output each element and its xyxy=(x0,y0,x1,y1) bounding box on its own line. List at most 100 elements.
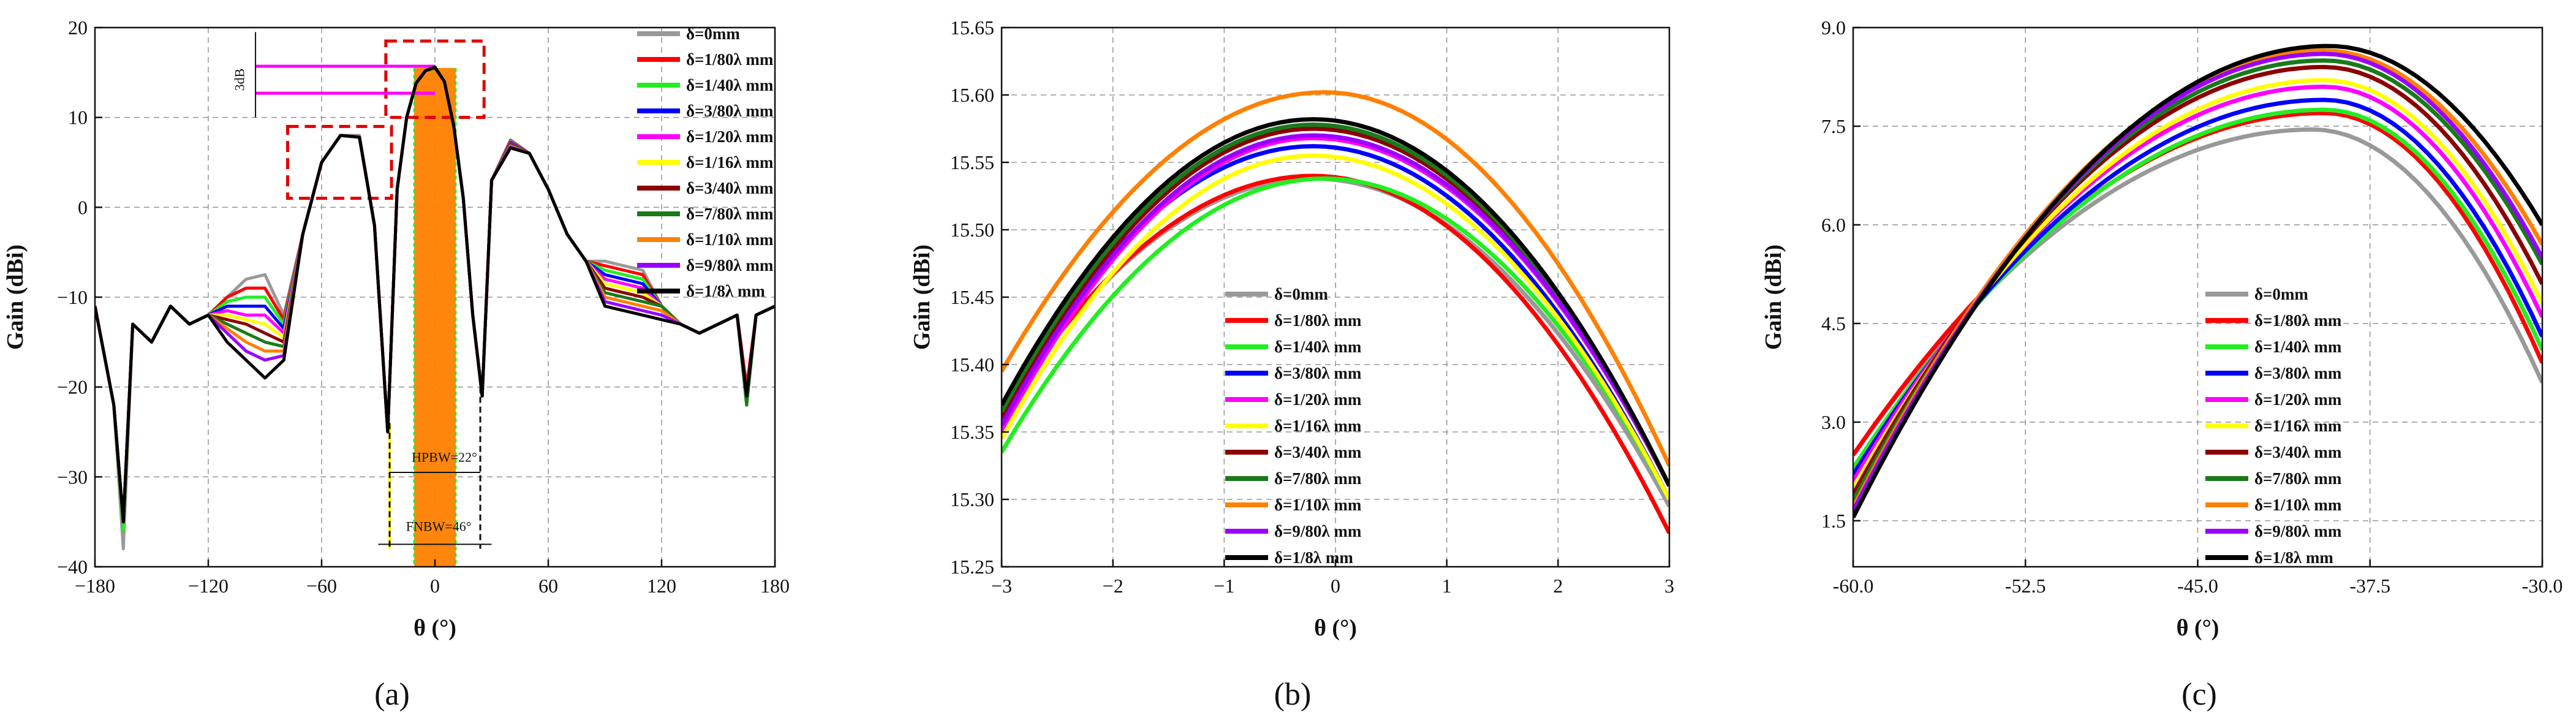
y-tick-label: 9.0 xyxy=(1821,17,1846,39)
legend-label: δ=0mm xyxy=(1274,285,1328,303)
x-axis-label: θ (°) xyxy=(1314,615,1357,641)
y-tick-label: 15.65 xyxy=(950,17,994,39)
x-tick-label: 180 xyxy=(760,575,790,597)
y-tick-label: 10 xyxy=(68,107,88,129)
y-tick-label: 15.45 xyxy=(950,286,994,308)
y-tick-label: 15.30 xyxy=(950,488,994,510)
panel-label: (c) xyxy=(2181,677,2217,712)
y-tick-label: 1.5 xyxy=(1821,510,1846,532)
y-tick-label: 15.55 xyxy=(950,151,994,173)
y-tick-label: 15.60 xyxy=(950,84,994,106)
y-tick-label: −30 xyxy=(57,466,88,488)
3db-label: 3dB xyxy=(232,69,247,91)
legend-label: δ=1/20λ mm xyxy=(686,127,774,146)
y-tick-label: 15.50 xyxy=(950,219,994,241)
legend-label: δ=1/80λ mm xyxy=(686,50,774,69)
y-tick-label: 3.0 xyxy=(1821,411,1846,433)
legend-label: δ=3/80λ mm xyxy=(2254,364,2342,382)
legend-label: δ=3/80λ mm xyxy=(686,102,774,120)
y-axis-label: Gain (dBi) xyxy=(909,244,935,350)
x-tick-label: -30.0 xyxy=(2522,575,2563,597)
legend-label: δ=1/8λ mm xyxy=(686,282,765,300)
legend-label: δ=1/20λ mm xyxy=(1274,390,1362,409)
x-tick-label: -45.0 xyxy=(2177,575,2218,597)
series-line-8 xyxy=(1002,90,1669,467)
y-tick-label: −40 xyxy=(57,556,88,578)
y-tick-label: 7.5 xyxy=(1821,115,1846,137)
legend-label: δ=3/40λ mm xyxy=(686,179,774,197)
legend-label: δ=1/10λ mm xyxy=(1274,496,1362,514)
legend-label: δ=3/80λ mm xyxy=(1274,364,1362,382)
x-tick-label: 2 xyxy=(1553,575,1563,597)
legend-label: δ=1/40λ mm xyxy=(686,76,774,94)
x-tick-label: −120 xyxy=(188,575,229,597)
legend-label: δ=1/10λ mm xyxy=(2254,496,2342,514)
legend-label: δ=1/20λ mm xyxy=(2254,390,2342,409)
panel-label: (a) xyxy=(374,677,410,712)
x-tick-label: −60 xyxy=(306,575,337,597)
legend-label: δ=7/80λ mm xyxy=(1274,469,1362,488)
fnbw-label: FNBW=46° xyxy=(406,518,472,534)
chart-panel-c: -60.0 -52.5 -45.0 -37.5 -30.0 1.5 3.0 4.5 6.0 7.5… xyxy=(1761,17,2563,712)
legend-label: δ=3/40λ mm xyxy=(1274,443,1362,461)
legend-label: δ=1/16λ mm xyxy=(2254,417,2342,435)
x-tick-label: −2 xyxy=(1103,575,1124,597)
y-tick-label: 4.5 xyxy=(1821,312,1846,335)
x-tick-label: −1 xyxy=(1214,575,1234,597)
x-tick-label: −3 xyxy=(991,575,1012,597)
series-line-10 xyxy=(1853,44,2542,519)
legend-label: δ=9/80λ mm xyxy=(686,256,774,274)
panel-label: (b) xyxy=(1274,677,1312,712)
legend-label: δ=1/8λ mm xyxy=(1274,548,1353,567)
x-tick-label: -37.5 xyxy=(2349,575,2390,597)
legend-label: δ=1/40λ mm xyxy=(1274,338,1362,356)
x-tick-label: 3 xyxy=(1664,575,1674,597)
legend-label: δ=1/8λ mm xyxy=(2254,548,2333,567)
legend-label: δ=1/80λ mm xyxy=(2254,311,2342,330)
x-tick-label: 0 xyxy=(430,575,440,597)
series-line-10 xyxy=(1002,117,1669,487)
legend-label: δ=1/10λ mm xyxy=(686,230,774,249)
sidelobe-highlight-box xyxy=(286,124,393,200)
chart-panel-a: 3dB HPBW=22° FNBW=46° −180 −120 −60 0 60 120 180 −… xyxy=(2,17,790,712)
legend-label: δ=1/80λ mm xyxy=(1274,311,1362,330)
legend-label: δ=0mm xyxy=(2254,285,2308,303)
y-tick-label: 15.35 xyxy=(950,421,994,443)
series-line-5 xyxy=(1002,153,1669,501)
legend-label: δ=7/80λ mm xyxy=(2254,469,2342,488)
x-tick-label: 120 xyxy=(647,575,676,597)
x-tick-label: 0 xyxy=(1331,575,1340,597)
main-beam-fill xyxy=(414,68,456,567)
x-axis-label: θ (°) xyxy=(414,615,456,641)
y-tick-label: −10 xyxy=(57,286,88,308)
legend-label: δ=9/80λ mm xyxy=(1274,522,1362,540)
y-tick-label: −20 xyxy=(57,376,88,398)
x-tick-label: -52.5 xyxy=(2005,575,2046,597)
y-axis-label: Gain (dBi) xyxy=(2,244,28,350)
y-tick-label: 15.40 xyxy=(950,354,994,376)
legend-label: δ=1/16λ mm xyxy=(1274,417,1362,435)
y-tick-label: 15.25 xyxy=(950,556,994,578)
x-tick-label: 60 xyxy=(538,575,558,597)
x-tick-label: −180 xyxy=(75,575,115,597)
mainlobe-highlight-box xyxy=(384,39,486,119)
y-axis-label: Gain (dBi) xyxy=(1761,244,1786,350)
legend-label: δ=3/40λ mm xyxy=(2254,443,2342,461)
legend-label: δ=0mm xyxy=(686,25,740,43)
series-line-9 xyxy=(1002,133,1669,487)
chart-panel-b: −3 −2 −1 0 1 2 3 15.25 15.30 15.35 15.40 15.45 15.50… xyxy=(909,17,1674,712)
hpbw-label: HPBW=22° xyxy=(412,449,477,464)
legend-label: δ=7/80λ mm xyxy=(686,205,774,223)
legend-label: δ=9/80λ mm xyxy=(2254,522,2342,540)
y-tick-label: 0 xyxy=(78,196,88,218)
legend-label: δ=1/16λ mm xyxy=(686,153,774,172)
x-axis-label: θ (°) xyxy=(2177,615,2219,641)
x-tick-label: -60.0 xyxy=(1833,575,1874,597)
x-tick-label: 1 xyxy=(1442,575,1452,597)
legend-label: δ=1/40λ mm xyxy=(2254,338,2342,356)
series-line-2 xyxy=(1002,176,1669,501)
series-line-10 xyxy=(95,66,775,524)
y-tick-label: 20 xyxy=(68,17,88,39)
y-tick-label: 6.0 xyxy=(1821,214,1846,236)
